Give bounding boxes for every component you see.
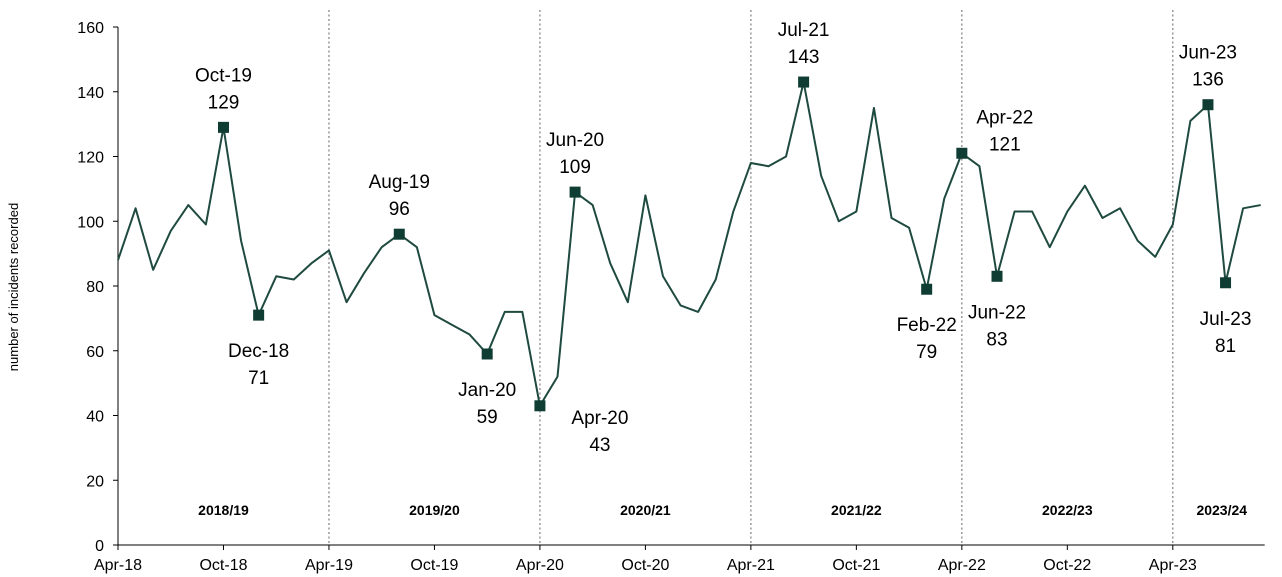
fiscal-year-labels: 2018/19 2019/20 2020/21 2021/22 2022/23 2023/…	[198, 502, 1247, 518]
annotation-month: Feb-22	[897, 315, 957, 336]
data-point-marker	[253, 309, 265, 321]
x-tick-label: Oct-21	[832, 557, 880, 574]
annotation-month: Jan-20	[458, 380, 516, 401]
series-incidents	[117, 81, 1261, 407]
x-tick-label: Oct-22	[1043, 557, 1091, 574]
x-tick-label: Oct-18	[199, 557, 247, 574]
annotation-value: 129	[208, 92, 240, 113]
y-tick-label: 160	[77, 20, 104, 37]
data-point-marker	[534, 400, 546, 412]
fiscal-year-label: 2018/19	[198, 502, 249, 518]
data-point-marker	[798, 76, 810, 88]
annotation-value: 59	[477, 407, 498, 428]
x-tick-label: Apr-18	[94, 557, 142, 574]
annotation-month: Apr-20	[571, 408, 628, 429]
annotation-value: 136	[1192, 70, 1224, 91]
annotation-month: Oct-19	[195, 65, 252, 86]
fiscal-year-label: 2023/24	[1196, 502, 1247, 518]
x-tick-label: Apr-20	[516, 557, 564, 574]
annotation-month: Aug-19	[369, 172, 430, 193]
x-tick-label: Apr-22	[938, 557, 986, 574]
fiscal-year-label: 2019/20	[409, 502, 460, 518]
annotation-value: 43	[589, 435, 610, 456]
y-tick-label: 120	[77, 150, 104, 167]
x-tick-label: Oct-20	[621, 557, 669, 574]
annotation-month: Jul-23	[1200, 309, 1252, 330]
annotation-value: 71	[248, 368, 269, 389]
y-tick-label: 80	[86, 279, 104, 296]
fiscal-year-label: 2022/23	[1042, 502, 1093, 518]
y-tick-label: 0	[95, 538, 104, 555]
x-tick-label: Apr-21	[727, 557, 775, 574]
data-point-marker	[1202, 99, 1214, 111]
fiscal-year-dividers	[328, 10, 1174, 545]
fiscal-year-label: 2021/22	[831, 502, 882, 518]
annotation-value: 96	[389, 199, 410, 220]
x-tick-label: Apr-23	[1149, 557, 1197, 574]
x-tick-label: Apr-19	[305, 557, 353, 574]
axes: 0 20 40 60 80 100 120 140 160 Apr-18 Oct-18 Apr-19 O…	[77, 20, 1265, 574]
y-tick-label: 100	[77, 214, 104, 231]
data-point-marker	[921, 283, 933, 295]
y-tick-label: 140	[77, 85, 104, 102]
data-annotations: Oct-19 129 Dec-18 71 Aug-19 96 Jan-20 59 Apr-20 4…	[195, 20, 1251, 456]
y-axis-label: number of incidents recorded	[6, 203, 21, 371]
series-line	[117, 81, 1261, 407]
annotation-value: 143	[788, 47, 820, 68]
annotation-value: 79	[916, 342, 937, 363]
annotation-value: 81	[1215, 336, 1236, 357]
annotation-month: Jun-22	[968, 302, 1026, 323]
annotation-month: Jun-20	[546, 130, 604, 151]
data-point-marker	[1220, 277, 1232, 289]
annotation-value: 83	[986, 329, 1007, 350]
data-point-marker	[217, 121, 229, 133]
annotation-month: Apr-22	[976, 107, 1033, 128]
fiscal-year-label: 2020/21	[620, 502, 671, 518]
data-point-marker	[991, 270, 1003, 282]
x-tick-label: Oct-19	[410, 557, 458, 574]
annotation-month: Jul-21	[778, 20, 830, 41]
data-point-marker	[393, 228, 405, 240]
highlight-markers	[217, 76, 1232, 412]
data-point-marker	[956, 147, 968, 159]
annotation-value: 121	[989, 134, 1021, 155]
annotation-month: Dec-18	[228, 341, 289, 362]
y-tick-label: 40	[86, 409, 104, 426]
annotation-month: Jun-23	[1179, 43, 1237, 64]
y-tick-label: 60	[86, 344, 104, 361]
data-point-marker	[569, 186, 581, 198]
data-point-marker	[481, 348, 493, 360]
y-tick-label: 20	[86, 473, 104, 490]
annotation-value: 109	[559, 157, 591, 178]
